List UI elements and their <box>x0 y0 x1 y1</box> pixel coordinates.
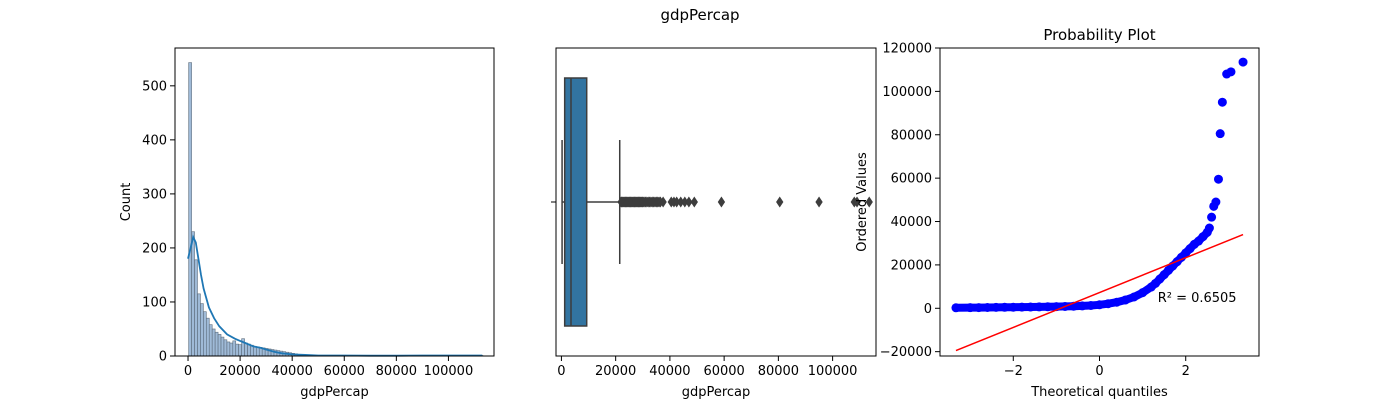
probability-point <box>1112 297 1122 307</box>
boxplot-outlier <box>659 196 667 208</box>
histogram-bar <box>211 328 216 357</box>
histogram-bar <box>191 231 195 357</box>
probability-point <box>1095 300 1104 310</box>
probability-xlabel: Theoretical quantiles <box>1030 385 1168 400</box>
histogram-bar <box>244 342 248 357</box>
histogram-bar <box>223 339 228 357</box>
probability-ytick-label: 120000 <box>882 42 932 57</box>
probability-point <box>1086 300 1096 310</box>
probability-point <box>1207 212 1217 222</box>
histogram-xlabel: gdpPercap <box>300 385 369 400</box>
histogram-bar <box>206 317 210 357</box>
histogram-chart: 0 20000 40000 60000 80000 100000 0 100 200 300 400… <box>119 47 495 400</box>
histogram-bar <box>188 62 192 357</box>
probability-point <box>1008 302 1018 312</box>
probability-title: Probability Plot <box>1043 26 1155 44</box>
histogram-bar <box>200 303 204 357</box>
probability-point <box>1043 302 1053 312</box>
histogram-bar <box>208 324 213 357</box>
probability-ytick-label: 40000 <box>891 215 932 230</box>
probability-point <box>974 303 984 313</box>
histogram-xtick-label: 60000 <box>324 364 365 379</box>
probability-point <box>1034 302 1044 312</box>
histogram-ytick-label: 500 <box>142 79 167 94</box>
probability-ytick-label: 60000 <box>891 172 932 187</box>
probability-point <box>1103 299 1113 309</box>
histogram-xtick-label: 40000 <box>272 364 313 379</box>
boxplot-xlabel: gdpPercap <box>682 385 751 400</box>
boxplot-outlier <box>776 196 784 208</box>
probability-point <box>991 302 1001 312</box>
histogram-xtick-label: 80000 <box>376 364 417 379</box>
boxplot-box <box>563 77 588 327</box>
histogram-bar <box>214 331 219 357</box>
boxplot-outlier <box>685 196 693 208</box>
histogram-bar <box>235 343 239 357</box>
probability-point <box>951 303 961 313</box>
boxplot-xtick-label: 60000 <box>703 364 744 379</box>
probability-point <box>1211 197 1221 207</box>
histogram-xtick-label: 20000 <box>219 364 260 379</box>
histogram-bar <box>217 334 222 357</box>
histogram-xtick-label: 0 <box>184 364 192 379</box>
boxplot-outlier <box>815 196 823 208</box>
probability-xtick-label: 0 <box>1095 364 1103 379</box>
probability-point <box>1026 302 1036 312</box>
boxplot-xtick-label: 80000 <box>758 364 799 379</box>
boxplot-xtick-label: 100000 <box>808 364 858 379</box>
histogram-bar <box>220 336 225 357</box>
probability-point <box>1017 302 1027 312</box>
histogram-ytick-label: 300 <box>142 187 167 202</box>
histogram-bar <box>229 342 234 357</box>
histogram-bar <box>197 293 201 357</box>
probability-fit-line <box>955 233 1244 352</box>
histogram-frame <box>174 47 495 357</box>
probability-point <box>1217 97 1227 107</box>
probability-point <box>982 302 992 312</box>
histogram-bar <box>238 344 242 357</box>
probability-point <box>1129 292 1139 302</box>
boxplot-xtick-label: 20000 <box>595 364 636 379</box>
probability-point <box>1120 295 1130 305</box>
probability-point <box>1226 67 1236 77</box>
probability-point <box>1238 57 1248 67</box>
figure-suptitle: gdpPercap <box>660 6 739 24</box>
probability-point <box>1213 174 1223 184</box>
histogram-xtick-label: 100000 <box>424 364 474 379</box>
probability-ytick-label: 100000 <box>882 85 932 100</box>
histogram-bar <box>232 340 237 357</box>
probability-ytick-label: −20000 <box>880 345 932 360</box>
probability-xtick-label: 2 <box>1182 364 1190 379</box>
probability-point <box>1204 223 1214 233</box>
boxplot-xtick-label: 0 <box>557 364 565 379</box>
probability-ytick-label: 0 <box>924 302 932 317</box>
histogram-ytick-label: 0 <box>159 350 167 365</box>
probability-point <box>1138 288 1148 298</box>
histogram-ytick-label: 200 <box>142 241 167 256</box>
probability-plot-chart: −2 0 2 −20000 0 20000 40000 60000 80000 100000 120… <box>855 26 1260 400</box>
boxplot-outlier <box>690 196 698 208</box>
probability-point <box>1215 129 1225 139</box>
histogram-ylabel: Count <box>119 183 134 222</box>
boxplot-xtick-label: 40000 <box>649 364 690 379</box>
boxplot-outlier <box>865 196 873 208</box>
boxplot-outlier <box>853 196 861 208</box>
histogram-ytick-label: 100 <box>142 295 167 310</box>
boxplot-chart: 0 20000 40000 60000 80000 100000 gdpPercap <box>551 47 877 400</box>
probability-point <box>965 303 975 313</box>
probability-point <box>1000 302 1010 312</box>
probability-ytick-label: 80000 <box>891 128 932 143</box>
histogram-bar <box>203 311 207 357</box>
probability-ylabel: Ordered Values <box>855 152 870 252</box>
histogram-ytick-label: 400 <box>142 133 167 148</box>
probability-ytick-label: 20000 <box>891 258 932 273</box>
histogram-bar <box>226 341 231 357</box>
boxplot-outlier <box>717 196 726 208</box>
probability-annotation: R² = 0.6505 <box>1158 291 1237 306</box>
probability-point <box>1077 301 1087 311</box>
probability-xtick-label: −2 <box>1004 364 1023 379</box>
histogram-bar <box>194 259 198 357</box>
